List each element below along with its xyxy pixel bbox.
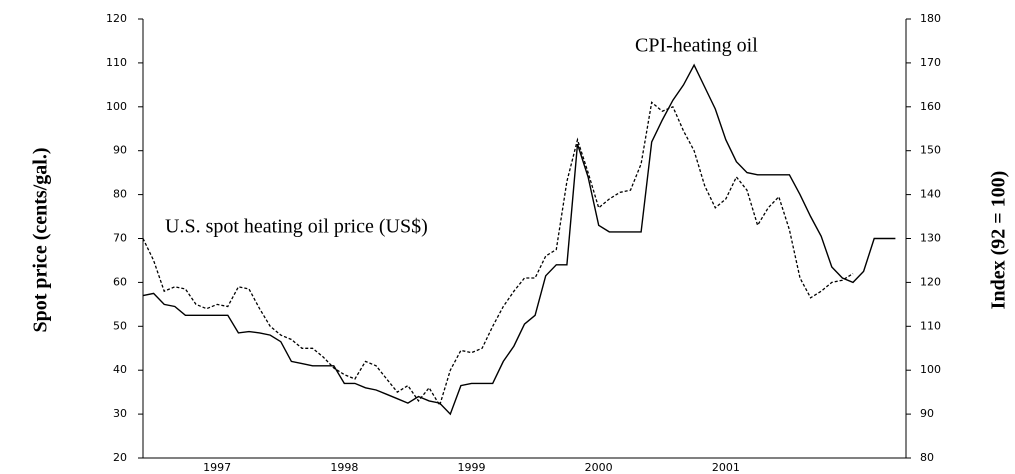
x-tick-label: 1997 xyxy=(203,461,231,474)
y2-tick-label: 140 xyxy=(920,188,941,201)
series-line xyxy=(142,101,854,407)
y-tick-label: 70 xyxy=(113,232,127,245)
y-tick-label: 60 xyxy=(113,275,127,288)
y-tick-label: 100 xyxy=(106,100,127,113)
y-axis-title: Spot price (cents/gal.) xyxy=(30,148,52,333)
y2-tick-label: 100 xyxy=(920,363,941,376)
y-tick-label: 120 xyxy=(106,12,127,25)
y2-tick-label: 80 xyxy=(920,451,934,464)
y-tick-label: 110 xyxy=(106,56,127,69)
y-tick-label: 20 xyxy=(113,451,127,464)
y-tick-label: 80 xyxy=(113,188,127,201)
y2-tick-label: 150 xyxy=(920,144,941,157)
x-tick-label: 2000 xyxy=(585,461,613,474)
y-tick-label: 40 xyxy=(113,363,127,376)
y2-tick-label: 130 xyxy=(920,232,941,245)
y2-tick-label: 90 xyxy=(920,407,934,420)
y-tick-label: 50 xyxy=(113,319,127,332)
x-tick-label: 2001 xyxy=(712,461,740,474)
annotation: CPI-heating oil xyxy=(635,35,758,57)
series-line xyxy=(142,63,896,416)
y2-tick-label: 180 xyxy=(920,12,941,25)
y-tick-label: 30 xyxy=(113,407,127,420)
y2-tick-label: 120 xyxy=(920,275,941,288)
x-tick-label: 1998 xyxy=(330,461,358,474)
y2-tick-label: 170 xyxy=(920,56,941,69)
y2-axis-title: Index (92 = 100) xyxy=(988,171,1010,310)
y2-tick-label: 110 xyxy=(920,319,941,332)
y-tick-label: 90 xyxy=(113,144,127,157)
y2-tick-label: 160 xyxy=(920,100,941,113)
x-tick-label: 1999 xyxy=(458,461,486,474)
annotation: U.S. spot heating oil price (US$) xyxy=(165,216,428,238)
